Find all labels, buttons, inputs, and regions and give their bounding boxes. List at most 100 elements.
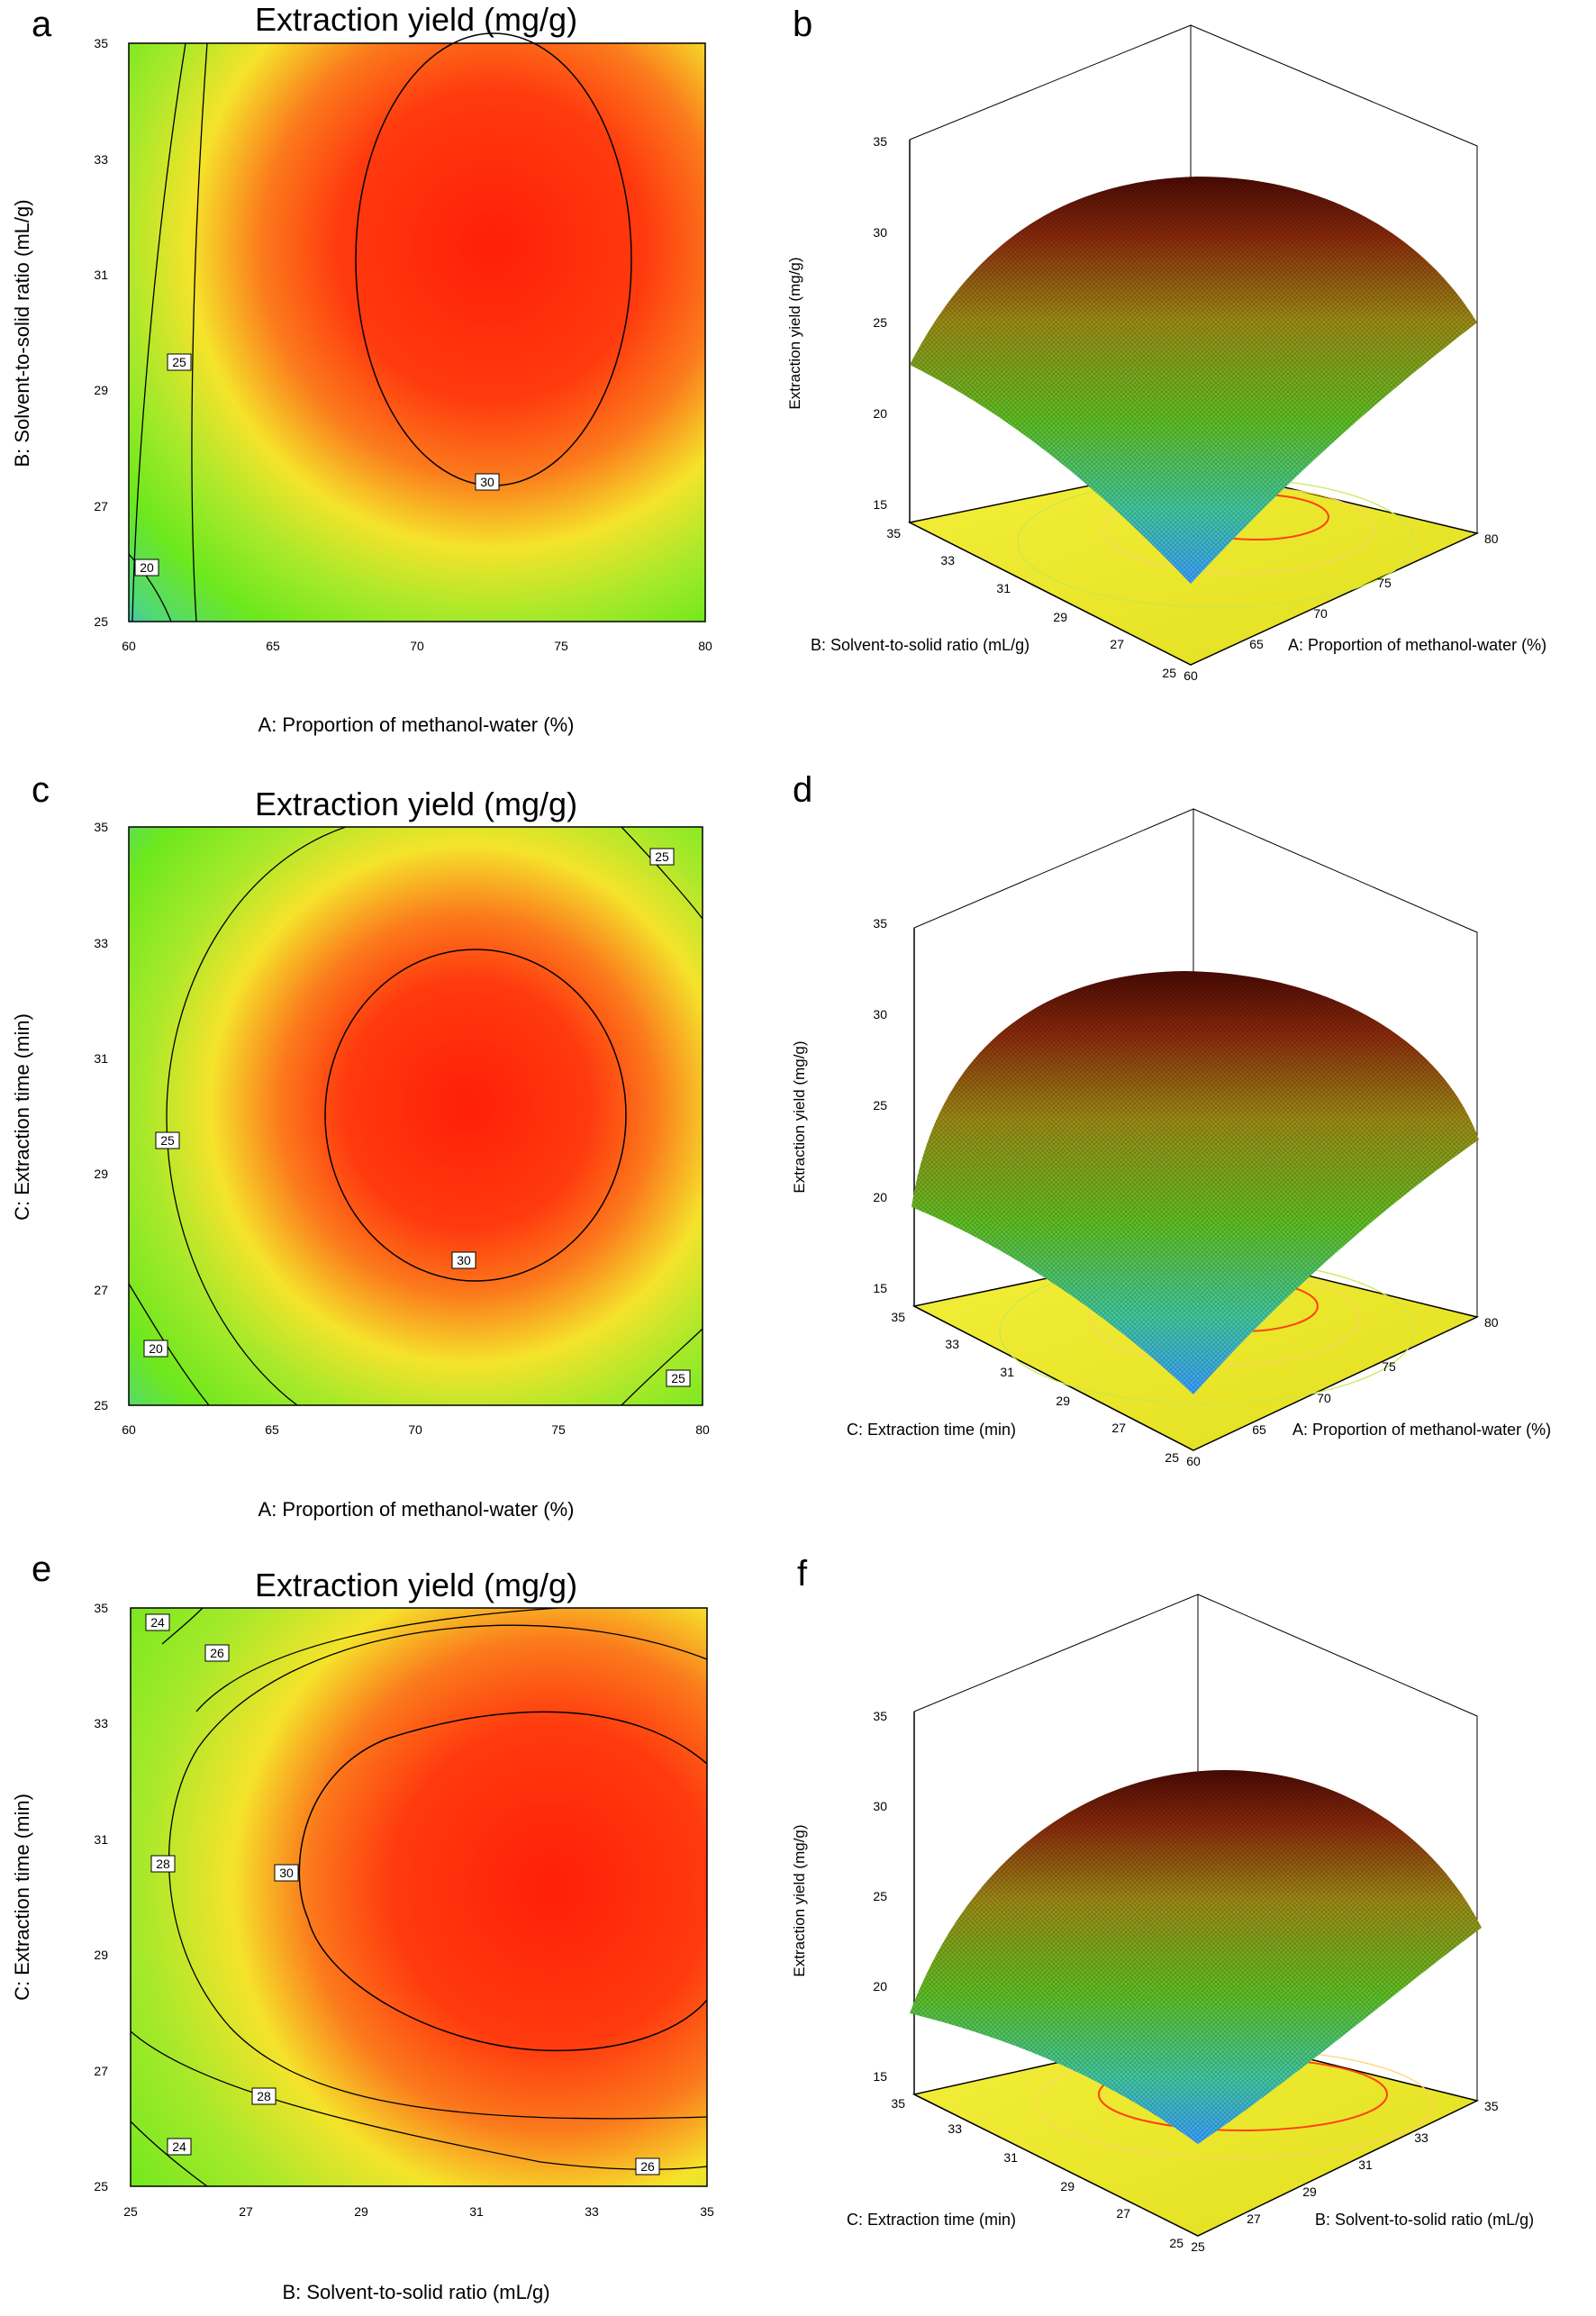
x-tick-label: 25 bbox=[123, 2204, 138, 2219]
panel-e: e Extraction yield (mg/g) 24 26 28 30 28 bbox=[11, 1549, 714, 2303]
y-tick-label: 31 bbox=[94, 268, 108, 282]
y-tick-label: 27 bbox=[94, 499, 108, 513]
svg-text:30: 30 bbox=[279, 1866, 294, 1880]
x-tick-label: 70 bbox=[1317, 1391, 1331, 1405]
svg-text:20: 20 bbox=[149, 1341, 163, 1356]
y-tick-label: 35 bbox=[891, 2096, 905, 2111]
contour-label-24-bottom: 24 bbox=[168, 2139, 191, 2155]
x-axis-label: A: Proportion of methanol-water (%) bbox=[1288, 636, 1546, 654]
contour-label-20: 20 bbox=[144, 1340, 168, 1357]
contour-label-30: 30 bbox=[275, 1865, 298, 1881]
contour-field bbox=[129, 43, 705, 622]
y-tick-label: 31 bbox=[996, 581, 1011, 595]
svg-text:26: 26 bbox=[210, 1646, 224, 1660]
svg-text:30: 30 bbox=[480, 475, 494, 489]
x-tick-label: 27 bbox=[1247, 2212, 1261, 2226]
contour-field bbox=[129, 827, 703, 1405]
y-tick-label: 25 bbox=[1162, 666, 1176, 680]
y-tick-label: 27 bbox=[1111, 1421, 1126, 1435]
y-tick-label: 35 bbox=[891, 1310, 905, 1324]
y-tick-label: 29 bbox=[1056, 1394, 1070, 1408]
panel-d: d 35 30 25 20 15 Extraction yield (mg/g)… bbox=[791, 770, 1551, 1468]
x-tick-label: 80 bbox=[698, 639, 712, 653]
z-tick-label: 30 bbox=[873, 225, 887, 240]
figure: a Extraction yield (mg/g) 30 25 20 60 65… bbox=[0, 0, 1596, 2316]
z-tick-label: 20 bbox=[873, 1979, 887, 1994]
panel-letter-b: b bbox=[793, 5, 812, 44]
x-tick-label: 75 bbox=[1377, 576, 1392, 590]
x-tick-label: 75 bbox=[554, 639, 568, 653]
contour-label-25-tr: 25 bbox=[650, 849, 674, 865]
x-axis-label: A: Proportion of methanol-water (%) bbox=[1292, 1421, 1551, 1439]
panel-letter-a: a bbox=[32, 5, 52, 44]
panel-letter-c: c bbox=[32, 770, 50, 810]
svg-text:25: 25 bbox=[172, 355, 186, 369]
y-tick-label: 33 bbox=[94, 1716, 108, 1730]
y-tick-label: 25 bbox=[1169, 2236, 1183, 2250]
y-tick-label: 25 bbox=[94, 1398, 108, 1412]
y-tick-label: 35 bbox=[94, 36, 108, 50]
y-tick-label: 29 bbox=[1053, 610, 1067, 624]
panel-a: a Extraction yield (mg/g) 30 25 20 60 65… bbox=[11, 1, 712, 736]
contour-label-25-br: 25 bbox=[667, 1370, 690, 1386]
y-tick-label: 31 bbox=[1003, 2150, 1018, 2165]
x-tick-label: 80 bbox=[1484, 531, 1499, 546]
y-tick-label: 29 bbox=[94, 383, 108, 397]
y-tick-label: 25 bbox=[1165, 1450, 1179, 1465]
panel-letter-d: d bbox=[793, 770, 812, 810]
panel-f: f 35 30 25 20 15 Extraction yield (mg/g)… bbox=[791, 1554, 1534, 2254]
x-tick-label: 31 bbox=[1358, 2157, 1373, 2172]
x-tick-label: 65 bbox=[1252, 1422, 1266, 1437]
y-tick-label: 27 bbox=[1116, 2206, 1130, 2221]
y-tick-label: 31 bbox=[94, 1832, 108, 1847]
x-axis-label: A: Proportion of methanol-water (%) bbox=[258, 1498, 575, 1521]
panel-letter-e: e bbox=[32, 1549, 51, 1589]
contour-label-24: 24 bbox=[146, 1614, 169, 1630]
svg-text:28: 28 bbox=[257, 2089, 271, 2103]
z-tick-label: 15 bbox=[873, 497, 887, 512]
x-tick-label: 25 bbox=[1191, 2239, 1205, 2254]
x-tick-label: 80 bbox=[1484, 1315, 1499, 1330]
z-tick-label: 15 bbox=[873, 2069, 887, 2084]
panel-c: c Extraction yield (mg/g) 30 25 25 25 20… bbox=[11, 770, 710, 1521]
x-tick-label: 75 bbox=[1382, 1359, 1396, 1374]
x-tick-label: 80 bbox=[695, 1422, 710, 1437]
y-axis-label: C: Extraction time (min) bbox=[847, 1421, 1016, 1439]
contour-field bbox=[131, 1608, 707, 2186]
z-axis-label: Extraction yield (mg/g) bbox=[791, 1824, 808, 1976]
x-tick-label: 60 bbox=[122, 639, 136, 653]
x-tick-label: 60 bbox=[1186, 1454, 1201, 1468]
y-tick-label: 31 bbox=[1000, 1365, 1014, 1379]
z-tick-label: 15 bbox=[873, 1281, 887, 1295]
panel-letter-f: f bbox=[797, 1554, 808, 1594]
x-tick-label: 33 bbox=[1414, 2130, 1428, 2145]
contour-label-25: 25 bbox=[168, 354, 191, 370]
y-tick-label: 31 bbox=[94, 1051, 108, 1066]
y-tick-label: 35 bbox=[94, 1601, 108, 1615]
x-tick-label: 70 bbox=[1313, 606, 1328, 621]
y-axis-label: C: Extraction time (min) bbox=[847, 2211, 1016, 2229]
z-tick-label: 25 bbox=[873, 315, 887, 330]
contour-label-30: 30 bbox=[476, 474, 499, 490]
svg-text:30: 30 bbox=[457, 1253, 471, 1267]
svg-text:26: 26 bbox=[640, 2159, 655, 2174]
contour-title: Extraction yield (mg/g) bbox=[255, 786, 577, 822]
contour-label-25: 25 bbox=[156, 1132, 179, 1149]
panel-b: b 35 30 25 20 15 Extraction yield (mg/g)… bbox=[786, 5, 1546, 683]
x-tick-label: 60 bbox=[1183, 668, 1198, 683]
z-tick-label: 20 bbox=[873, 1190, 887, 1204]
contour-label-28-bottom: 28 bbox=[252, 2088, 276, 2104]
y-tick-label: 29 bbox=[1060, 2179, 1075, 2193]
y-tick-label: 33 bbox=[94, 152, 108, 167]
x-tick-label: 75 bbox=[551, 1422, 566, 1437]
x-axis-label: B: Solvent-to-solid ratio (mL/g) bbox=[1315, 2211, 1534, 2229]
z-tick-label: 35 bbox=[873, 134, 887, 149]
y-tick-label: 27 bbox=[1110, 637, 1124, 651]
z-tick-label: 30 bbox=[873, 1007, 887, 1022]
z-tick-label: 35 bbox=[873, 916, 887, 931]
contour-label-28: 28 bbox=[151, 1856, 175, 1872]
x-tick-label: 29 bbox=[354, 2204, 368, 2219]
x-tick-label: 70 bbox=[408, 1422, 422, 1437]
contour-title: Extraction yield (mg/g) bbox=[255, 1, 577, 38]
x-tick-label: 27 bbox=[239, 2204, 253, 2219]
